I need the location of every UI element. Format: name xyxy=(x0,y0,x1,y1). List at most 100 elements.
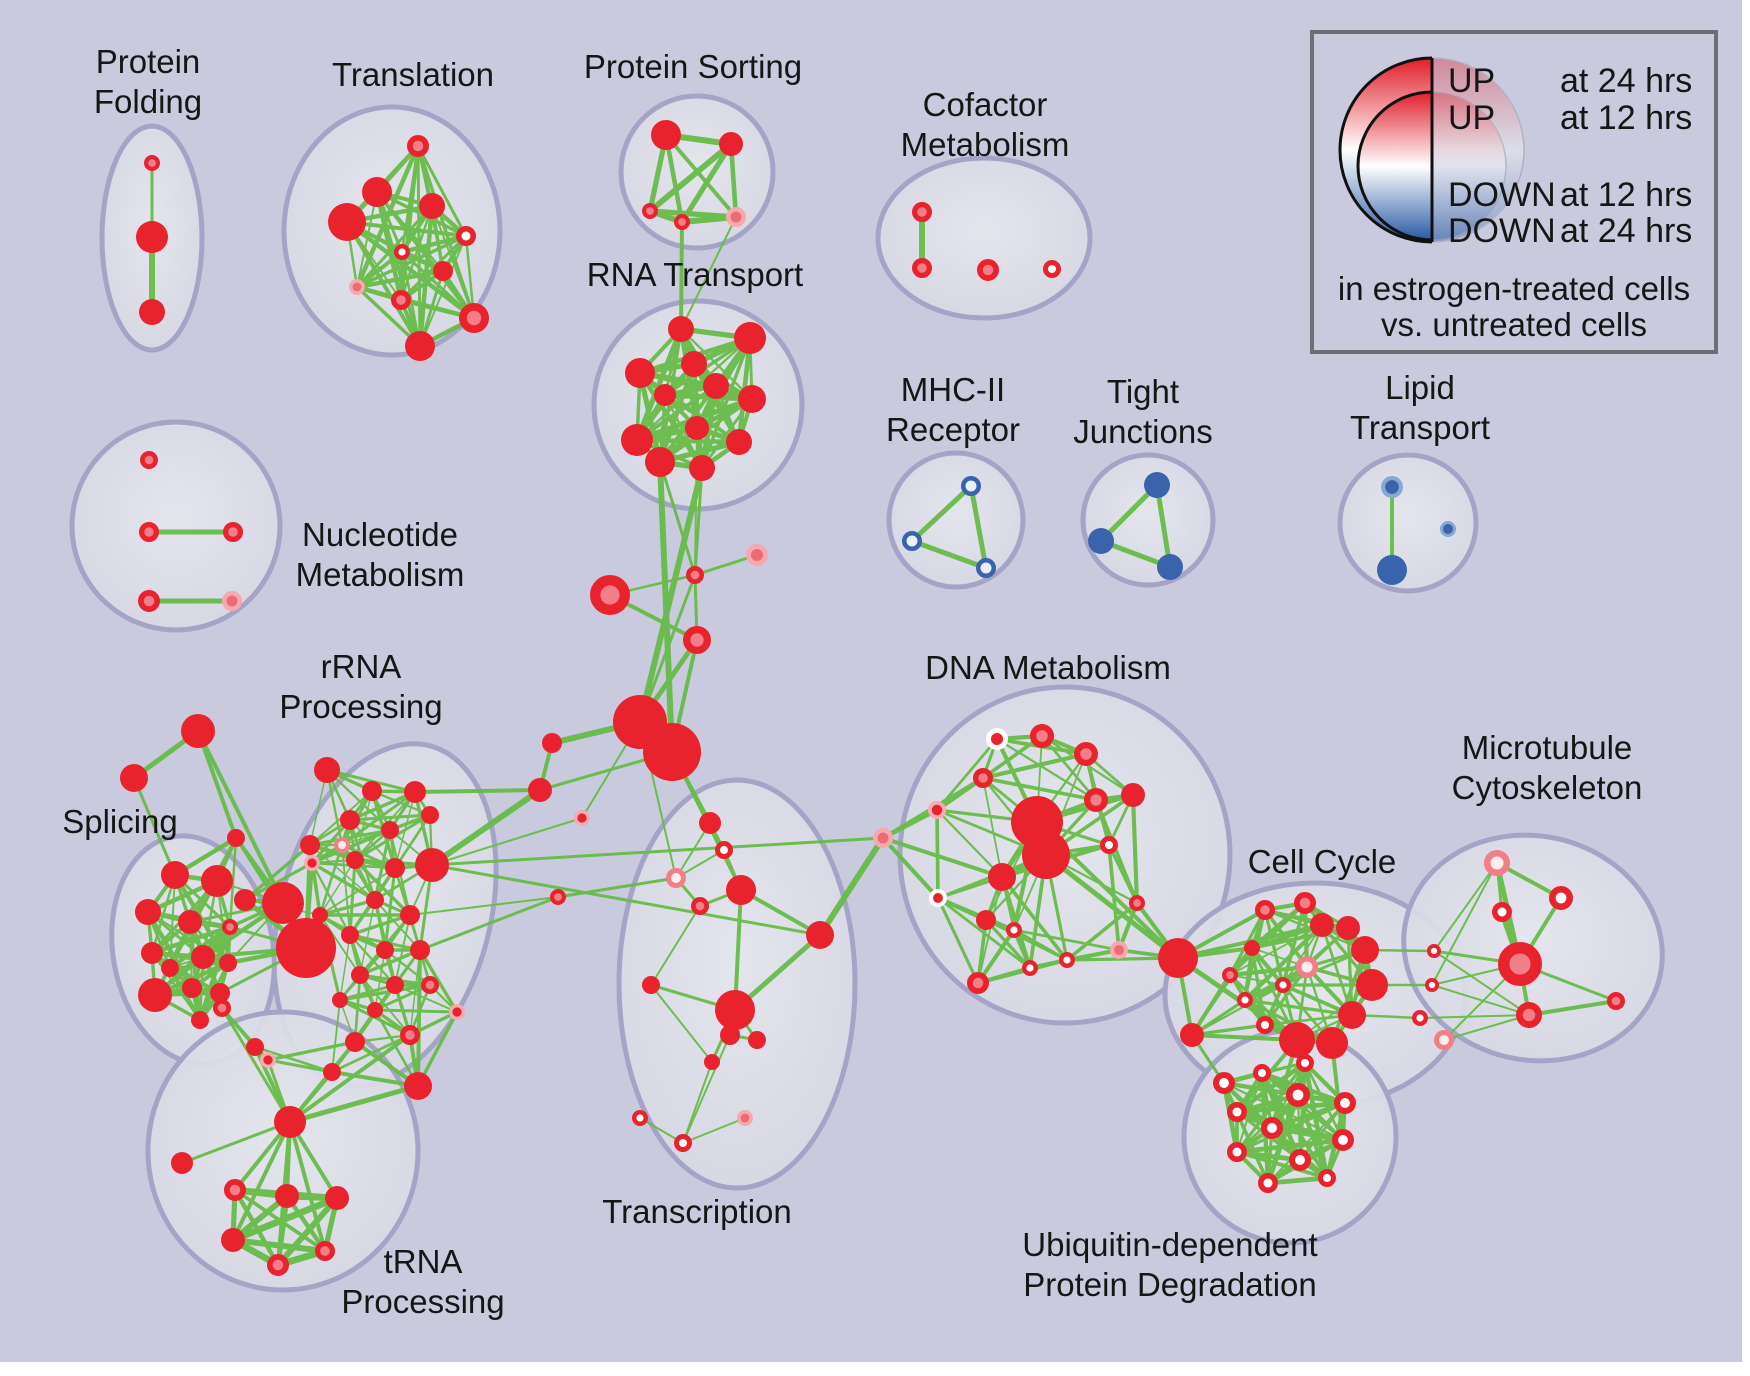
gene-node xyxy=(385,858,405,878)
edge xyxy=(429,787,543,868)
mesh-edge xyxy=(1065,901,1139,962)
cluster-ellipse-tight-junctions xyxy=(1080,452,1216,588)
gene-node xyxy=(1356,969,1388,1001)
legend-time-1: at 12 hrs xyxy=(1560,99,1692,137)
mesh-edge xyxy=(431,205,475,319)
mesh-edge xyxy=(1012,928,1069,962)
edge xyxy=(682,1034,731,1144)
gene-node xyxy=(138,589,161,612)
mesh-edge xyxy=(331,999,341,1073)
gene-node xyxy=(674,214,691,231)
mesh-edge xyxy=(374,899,421,951)
cluster-ellipse-cofactor-metabolism xyxy=(875,155,1093,321)
gene-node xyxy=(178,910,202,934)
gene-node xyxy=(911,258,932,279)
gene-node xyxy=(201,865,233,897)
gene-node xyxy=(1042,260,1061,279)
edge xyxy=(288,1040,357,1124)
edge xyxy=(418,895,560,952)
cluster-label-translation: Translation xyxy=(332,56,494,93)
mesh-edge xyxy=(348,913,412,937)
gene-node xyxy=(902,531,922,551)
gene-node xyxy=(1332,1129,1355,1152)
gene-node xyxy=(1492,902,1512,922)
gene-node xyxy=(138,978,172,1012)
gene-node xyxy=(276,918,336,978)
mesh-edge xyxy=(1249,945,1286,988)
gene-node xyxy=(341,926,359,944)
mesh-edge xyxy=(700,397,754,470)
mesh-edge xyxy=(348,858,357,937)
mesh-edge xyxy=(1234,1137,1346,1155)
gene-node xyxy=(1236,992,1253,1009)
mesh-edge xyxy=(1012,928,1121,952)
mesh-edge xyxy=(981,734,1044,780)
cluster-ellipse-trna-processing xyxy=(145,1009,421,1293)
gene-node xyxy=(1099,835,1118,854)
mesh-edge xyxy=(340,843,377,902)
gene-node xyxy=(234,889,256,911)
gene-node xyxy=(1279,1022,1315,1058)
gene-node xyxy=(1261,1117,1284,1140)
mesh-edge xyxy=(1298,1101,1347,1162)
gene-node xyxy=(405,331,435,361)
gene-node xyxy=(1021,960,1038,977)
gene-node xyxy=(210,983,230,1003)
mesh-edge xyxy=(253,1045,334,1074)
mesh-edge xyxy=(1303,1061,1345,1142)
gene-node xyxy=(1310,913,1334,937)
mesh-edge xyxy=(980,751,1089,781)
gene-node xyxy=(332,992,348,1008)
gene-node xyxy=(643,723,701,781)
mesh-edge xyxy=(1242,922,1325,1003)
edge xyxy=(650,984,713,1063)
mesh-edge xyxy=(309,844,376,901)
gene-node xyxy=(136,221,168,253)
mesh-edge xyxy=(664,133,738,219)
legend-time-3: at 24 hrs xyxy=(1560,212,1692,250)
gene-node xyxy=(1121,783,1145,807)
gene-node xyxy=(1011,796,1063,848)
gene-node xyxy=(1128,895,1145,912)
node-layer xyxy=(120,120,1625,1276)
gene-node xyxy=(362,781,382,801)
gene-node xyxy=(642,203,659,220)
mesh-edge xyxy=(1234,1060,1308,1115)
mesh-edge xyxy=(325,768,417,794)
gene-node xyxy=(1088,528,1114,554)
gene-node xyxy=(1158,938,1198,978)
cluster-label-splicing: Splicing xyxy=(62,803,178,840)
gene-node xyxy=(362,177,392,207)
gene-node xyxy=(456,226,476,246)
cluster-label-ubiquitin-degradation: Ubiquitin-dependent xyxy=(1022,1226,1317,1263)
cluster-ellipse-nucleotide-metabolism xyxy=(69,419,283,633)
mesh-edge xyxy=(348,933,397,987)
gene-node xyxy=(1425,977,1440,992)
edge xyxy=(431,817,583,866)
gene-node xyxy=(139,521,160,542)
edge xyxy=(909,483,974,544)
gene-node xyxy=(141,942,163,964)
edge xyxy=(650,905,701,986)
gene-node xyxy=(303,854,320,871)
gene-node xyxy=(391,290,412,311)
edge xyxy=(1433,950,1530,1016)
gene-node xyxy=(654,384,676,406)
gene-node xyxy=(1254,899,1275,920)
mesh-edge xyxy=(348,813,432,822)
gene-node xyxy=(928,801,947,820)
gene-node xyxy=(262,882,304,924)
edge xyxy=(1443,1014,1530,1041)
gene-node xyxy=(191,945,215,969)
edge xyxy=(1330,1041,1345,1142)
mesh-edge xyxy=(647,141,734,214)
gene-node xyxy=(1317,1168,1336,1187)
gene-node xyxy=(985,727,1008,750)
mesh-edge xyxy=(1330,948,1367,1045)
gene-node xyxy=(689,455,715,481)
gene-node xyxy=(1440,521,1457,538)
mesh-edge xyxy=(393,813,432,870)
cluster-label-cell-cycle: Cell Cycle xyxy=(1248,843,1397,880)
gene-node xyxy=(1144,472,1170,498)
